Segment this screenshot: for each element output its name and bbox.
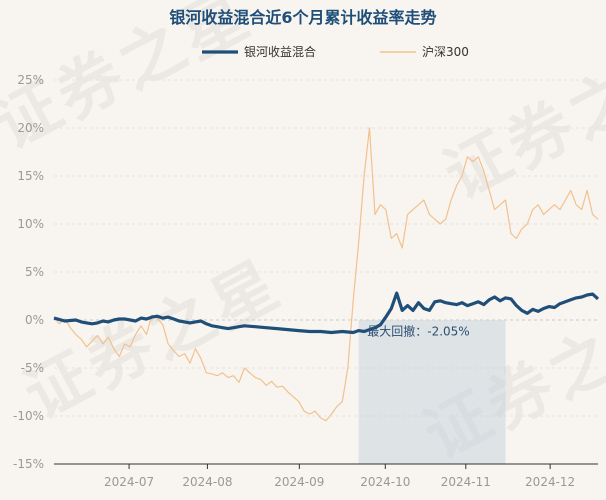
y-tick-label: 5% xyxy=(25,265,44,279)
x-tick-label: 2024-08 xyxy=(182,475,232,489)
chart-title: 银河收益混合近6个月累计收益率走势 xyxy=(169,8,436,27)
y-tick-label: -10% xyxy=(13,409,44,423)
y-tick-label: 25% xyxy=(17,73,44,87)
series-layer xyxy=(53,127,600,422)
x-tick-label: 2024-09 xyxy=(274,475,324,489)
axes: 25% 20% 15% 10% 5% 0% -5% -10% -15% 2024-07 2024-0… xyxy=(13,73,598,489)
legend-label: 沪深300 xyxy=(422,45,469,59)
max-drawdown-annotation: 最大回撤：-2.05% xyxy=(367,324,469,339)
drawdown-region xyxy=(358,320,506,464)
legend: 银河收益混合 沪深300 xyxy=(202,44,469,59)
y-tick-label: -15% xyxy=(13,457,44,471)
x-tick-label: 2024-11 xyxy=(441,475,491,489)
x-tick-label: 2024-12 xyxy=(525,475,575,489)
y-tick-label: 15% xyxy=(17,169,44,183)
x-tick-label: 2024-07 xyxy=(104,475,154,489)
y-tick-label: 20% xyxy=(17,121,44,135)
x-tick-label: 2024-10 xyxy=(360,475,410,489)
drawdown-shade xyxy=(358,320,506,464)
y-tick-label: 10% xyxy=(17,217,44,231)
legend-label: 银河收益混合 xyxy=(244,44,316,59)
series-line-fund xyxy=(53,291,600,335)
series-line-index xyxy=(53,127,599,422)
y-tick-label: 0% xyxy=(25,313,44,327)
y-tick-label: -5% xyxy=(21,361,44,375)
